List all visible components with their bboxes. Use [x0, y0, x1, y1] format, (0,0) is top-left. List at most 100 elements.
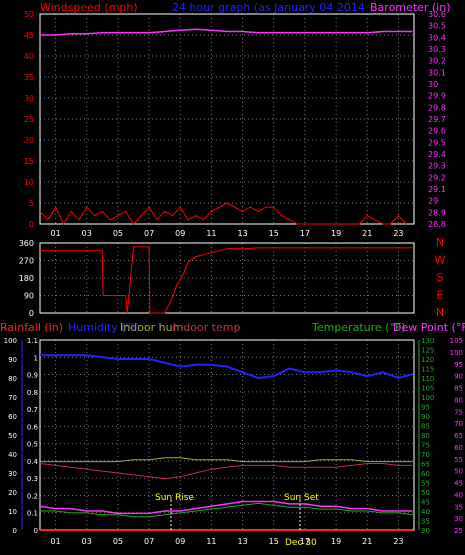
barometer-tick-label: 28.9 — [428, 208, 446, 217]
rainfall-tick-label: 0.3 — [27, 475, 38, 483]
rainfall-tick-label: 0.9 — [27, 372, 38, 380]
compass-letter: N — [436, 236, 444, 249]
panel3-tick-label: 07 — [144, 537, 154, 546]
windspeed-tick-label: 50 — [24, 10, 34, 19]
dewpoint-tick-label: 80 — [454, 396, 463, 404]
panel1-tick-label: 13 — [237, 229, 247, 238]
humidity-tick-label: 60 — [8, 413, 17, 421]
temperature-tick-label: 115 — [421, 366, 434, 374]
humidity-tick-label: 50 — [8, 432, 17, 440]
humidity-tick-label: 80 — [8, 375, 17, 383]
barometer-tick-label: 29.1 — [428, 185, 446, 194]
panel1-grid — [40, 13, 414, 225]
barometer-tick-label: 29 — [428, 197, 438, 206]
dewpoint-line — [39, 500, 413, 515]
barometer-tick-label: 29.7 — [428, 115, 446, 124]
temperature-tick-label: 55 — [421, 480, 430, 488]
panel1-tick-label: 21 — [362, 229, 372, 238]
barometer-tick-label: 30.1 — [428, 68, 446, 77]
panel2-frame — [39, 242, 415, 314]
windspeed-tick-label: 15 — [24, 157, 34, 166]
temperature-tick-label: 45 — [421, 499, 430, 507]
temperature-tick-label: 100 — [421, 394, 434, 402]
panel3-tick-label: 19 — [331, 537, 341, 546]
sunset-marker: Sun Set — [284, 493, 319, 530]
direction-tick-label: 0 — [29, 309, 34, 318]
barometer-line — [40, 28, 413, 36]
rainfall-tick-label: 0.6 — [27, 423, 39, 431]
temperature-tick-label: 90 — [421, 413, 430, 421]
humidity-tick-label: 10 — [8, 508, 17, 516]
rainfall-tick-label: 0.1 — [27, 510, 38, 518]
panel1-tick-label: 07 — [144, 229, 154, 238]
temperature-tick-label: 50 — [421, 489, 430, 497]
temperature-tick-label: 130 — [421, 337, 434, 345]
panel1-hour-ticks: 01 03 05 07 09 11 13 15 17 19 21 23 — [50, 229, 403, 238]
compass-letter: W — [435, 254, 446, 267]
dewpoint-tick-label: 85 — [454, 385, 463, 393]
rainfall-tick-label: 0.7 — [27, 406, 38, 414]
humidity-tick-label: 30 — [8, 470, 17, 478]
barometer-tick-label: 29.3 — [428, 162, 446, 171]
panel1-tick-label: 17 — [300, 229, 310, 238]
windspeed-line — [39, 202, 407, 226]
temperature-tick-label: 40 — [421, 508, 430, 516]
rainfall-tick-label: 0.5 — [27, 441, 38, 449]
barometer-tick-label: 29.6 — [428, 127, 446, 136]
dewpoint-tick-label: 45 — [454, 480, 463, 488]
dewpoint-axis-label: Dew Point (°F) — [393, 321, 465, 334]
temperature-tick-label: 35 — [421, 518, 430, 526]
direction-tick-label: 270 — [19, 257, 34, 266]
humidity-tick-label: 90 — [8, 356, 17, 364]
dewpoint-tick-label: 55 — [454, 456, 463, 464]
temperature-line — [40, 502, 413, 518]
panel3-tick-label: 09 — [175, 537, 185, 546]
barometer-tick-label: 30.4 — [428, 33, 446, 42]
temperature-tick-label: 85 — [421, 423, 430, 431]
panel3-tick-label: 13 — [237, 537, 247, 546]
panel1-frame — [39, 13, 415, 225]
panel3-series — [39, 354, 413, 531]
panel3-tick-label: 23 — [393, 537, 403, 546]
windspeed-tick-label: 25 — [24, 115, 34, 124]
dewpoint-tick-label: 40 — [454, 491, 463, 499]
humidity-line — [40, 354, 413, 380]
barometer-tick-label: 30.6 — [428, 10, 446, 19]
windspeed-tick-label: 40 — [24, 52, 34, 61]
dewpoint-tick-label: 25 — [454, 527, 463, 535]
barometer-tick-label: 30 — [428, 80, 438, 89]
rainfall-tick-label: 1 — [34, 354, 38, 362]
barometer-axis-label: Barometer (in) — [370, 1, 451, 14]
direction-tick-label: 180 — [19, 274, 34, 283]
panel1-tick-label: 09 — [175, 229, 185, 238]
humidity-tick-label: 40 — [8, 451, 17, 459]
temperature-tick-label: 65 — [421, 461, 430, 469]
panel1-series — [39, 28, 413, 226]
barometer-tick-label: 30.5 — [428, 22, 446, 31]
temperature-tick-label: 70 — [421, 451, 430, 459]
rainfall-axis-label: Rainfall (in) — [0, 321, 63, 334]
barometer-tick-label: 29.8 — [428, 103, 446, 112]
humidity-ticks: 0 10 20 30 40 50 60 70 80 90 100 — [4, 337, 17, 535]
dewpoint-tick-label: 65 — [454, 432, 463, 440]
humidity-tick-label: 100 — [4, 337, 17, 345]
rainfall-ticks: 0 0.1 0.2 0.3 0.4 0.5 0.6 0.7 0.8 0.9 1 1.1 — [27, 337, 39, 535]
windspeed-ticks: 0 5 10 15 20 25 30 35 40 45 50 — [24, 10, 34, 229]
indoor-temp-label: Indoor temp — [173, 321, 240, 334]
temperature-tick-label: 125 — [421, 347, 434, 355]
windspeed-tick-label: 0 — [29, 220, 34, 229]
dewpoint-ticks: 25 30 35 40 45 50 55 60 65 70 75 80 85 90 95 100 105 — [450, 337, 463, 535]
panel3-tick-label: 01 — [50, 537, 60, 546]
sunset-label: Sun Set — [284, 493, 319, 503]
dewpoint-tick-label: 75 — [454, 408, 463, 416]
dewpoint-tick-label: 100 — [450, 349, 463, 357]
panel-humidity-temperature: Rainfall (in) Humidity (%) Indoor hum In… — [0, 321, 465, 548]
compass-letter: S — [437, 271, 444, 284]
panel3-tick-label: 11 — [206, 537, 216, 546]
humidity-tick-label: 20 — [8, 489, 17, 497]
panel1-tick-label: 15 — [269, 229, 279, 238]
